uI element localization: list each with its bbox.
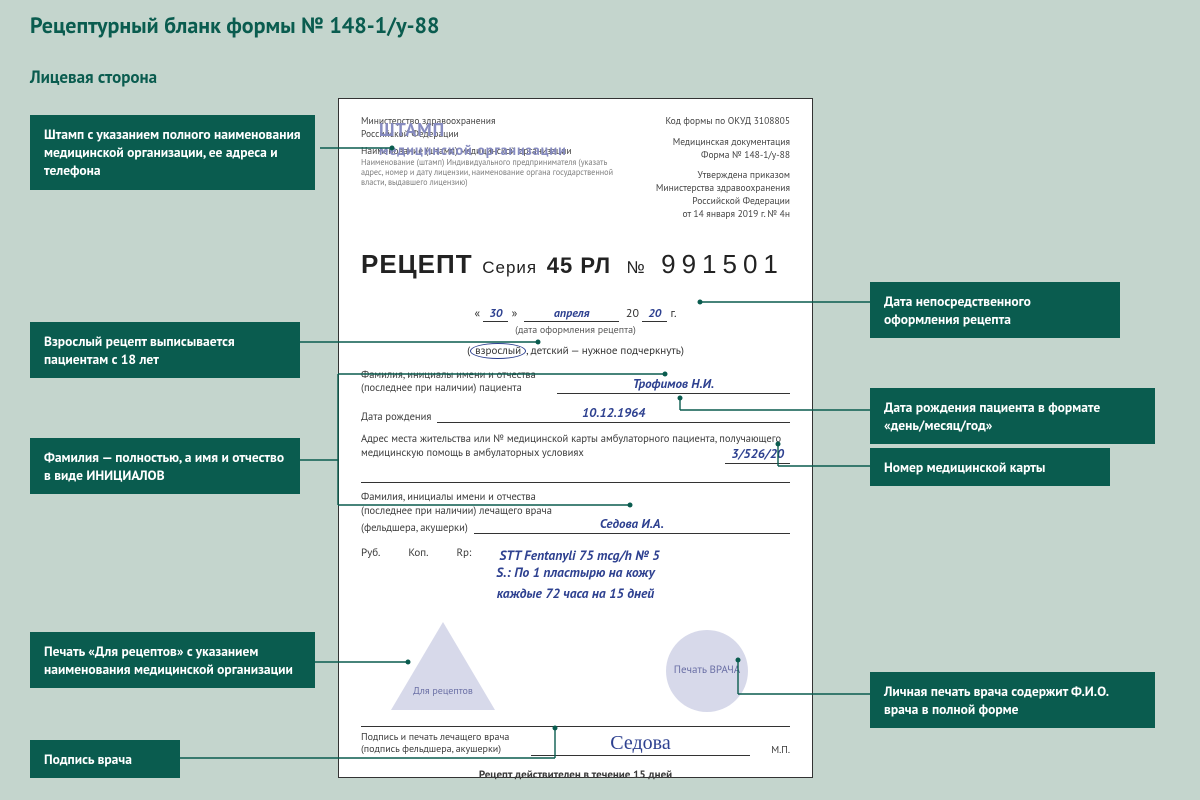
validity-note: Рецепт действителен в течение 15 дней: [361, 768, 790, 782]
okud-code: Код формы по ОКУД 3108805: [620, 115, 790, 128]
callout-card: Номер медицинской карты: [870, 448, 1110, 486]
ministry-line2: Российской Федерации: [361, 127, 459, 140]
recipe-number-row: РЕЦЕПТ Серия 45 РЛ № 991501: [361, 249, 790, 280]
doctor-name-row: (фельдшера, акушерки) Седова И.А.: [361, 515, 790, 534]
callout-date: Дата непосредственного оформления рецепт…: [870, 282, 1120, 338]
callout-stamp: Штамп с указанием полного наименования м…: [30, 115, 315, 190]
card-number: 3/526/20: [725, 445, 790, 464]
callout-seal-circ: Личная печать врача содержит Ф.И.О. врач…: [870, 672, 1155, 728]
callout-adult: Взрослый рецепт выписывается пациентам с…: [30, 322, 300, 378]
triangle-seal-label: Для рецептов: [383, 684, 503, 697]
subtitle: Лицевая сторона: [30, 66, 157, 88]
ministry-line1: Министерство здравоохранения: [361, 114, 495, 127]
dob-row: Дата рождения 10.12.1964: [361, 404, 790, 423]
rx-body: S.: По 1 пластырю на кожукаждые 72 часа …: [361, 562, 790, 604]
signature-row: Подпись и печать лечащего врача (подпись…: [361, 731, 790, 756]
callout-dob: Дата рождения пациента в формате «день/м…: [870, 388, 1155, 444]
doctor-seal-icon: Печать ВРАЧА: [666, 630, 748, 712]
org-label: Наименование (штамп) медицинской организ…: [361, 145, 620, 158]
date-row: « 30 » апреля 20 20 г.: [361, 306, 790, 321]
callout-sign: Подпись врача: [30, 740, 180, 778]
callout-seal-tri: Печать «Для рецептов» с указанием наимен…: [30, 632, 315, 688]
patient-name-row: Фамилия, инициалы имени и отчества (посл…: [361, 368, 790, 394]
doctor-signature: Седова: [531, 732, 750, 756]
date-caption: (дата оформления рецепта): [361, 323, 790, 336]
callout-fio: Фамилия — полностью, а имя и отчество в …: [30, 438, 300, 494]
age-row: (взрослый, детский — нужное подчеркнуть): [361, 344, 790, 358]
org-note: Наименование (штамп) Индивидуального пре…: [361, 159, 620, 189]
prescription-form: Министерство здравоохраненияРоссийской Ф…: [338, 98, 813, 778]
page-title: Рецептурный бланк формы № 148-1/у-88: [30, 12, 440, 40]
seal-row: Для рецептов Печать ВРАЧА: [361, 622, 790, 722]
address-row: Адрес места жительства или № медицинской…: [361, 431, 790, 459]
